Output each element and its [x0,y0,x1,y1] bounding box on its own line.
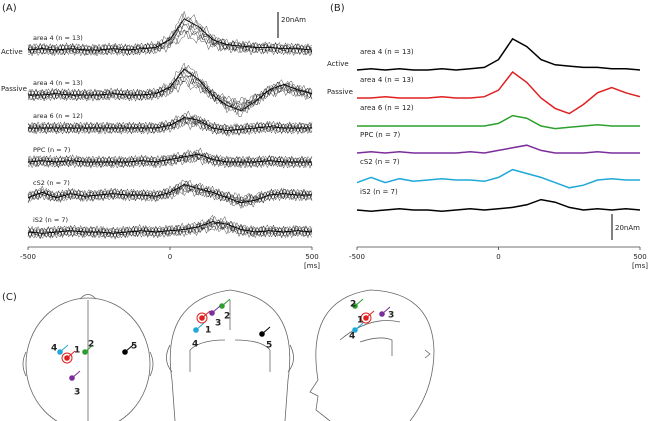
dipole-label: 1 [357,316,363,326]
line [356,168,640,189]
line [356,144,640,154]
dipole [193,327,199,333]
x-tick-label: -500 [20,253,36,261]
trial-trace [27,214,313,239]
dipole [379,311,385,317]
dipole [352,303,358,309]
dipole [199,315,205,321]
x-tick-label: -500 [349,253,365,261]
line [357,114,640,130]
line [356,37,641,71]
dipole [69,375,75,381]
mean-trace [27,18,313,51]
dipole [64,355,70,361]
trace-label: iS2 (n = 7) [360,188,398,196]
dipole-label: 3 [74,388,80,398]
x-unit: [ms] [304,262,320,270]
line [356,198,641,213]
trial-trace [27,219,313,238]
trial-trace [27,13,313,56]
trace-label: area 4 (n = 13) [360,76,414,84]
panel-label: (A) [2,3,17,14]
dipole-ring [360,312,372,324]
mean-trace [28,68,313,112]
trial-trace [27,22,313,57]
dipole-ring [61,352,73,364]
dipole-label: 2 [88,340,94,350]
dipole-label: 4 [349,332,355,342]
x-tick-label: 0 [168,253,172,261]
trace-label: cS2 (n = 7) [33,179,70,187]
dipole-label: 3 [388,311,394,321]
trial-trace [27,152,313,169]
trial-trace [27,179,313,207]
mean-trace [28,117,312,132]
condition-label: Passive [1,85,27,93]
trial-trace [27,74,313,110]
trace-label: cS2 (n = 7) [360,158,400,166]
dipole-label: 1 [74,346,80,356]
condition-label: Active [1,48,23,56]
condition-label: Passive [327,88,353,96]
scale-bar-label: 20nAm [281,16,306,24]
dipole-label: 2 [350,300,356,310]
trial-trace [27,147,313,169]
x-tick-label: 500 [633,253,646,261]
head-side-view [309,289,435,421]
dipole [259,331,265,337]
trace-label: area 4 (n = 13) [33,79,83,87]
dipole [57,349,63,355]
dipole [209,310,215,316]
head-top-view [22,294,154,421]
dipole-label: 1 [205,326,211,336]
mean-trace [27,184,312,204]
trial-trace [27,66,313,116]
panel-label: (B) [330,3,345,14]
line [357,70,641,115]
dipole-label: 3 [215,319,221,329]
trace-label: area 6 (n = 12) [360,104,414,112]
trace-label: area 4 (n = 13) [360,48,414,56]
dipole [352,327,358,333]
mean-trace [27,221,313,234]
scale-bar-label: 20nAm [615,224,640,232]
panel-label: (C) [2,292,17,303]
trace-label: area 6 (n = 12) [33,112,83,120]
dipole-label: 4 [192,340,198,350]
trial-trace [27,215,313,239]
condition-label: Active [327,60,349,68]
dipole [82,349,88,355]
head-back-view [166,289,294,421]
mean-trace [27,153,312,163]
dipole [219,303,225,309]
trace-label: PPC (n = 7) [33,146,70,154]
x-tick-label: 500 [305,253,318,261]
dipole-label: 2 [224,312,230,322]
trace-label: iS2 (n = 7) [33,216,68,224]
dipole-label: 4 [51,344,57,354]
dipole-label: 5 [266,341,272,351]
dipole [363,315,369,321]
dipole-label: 5 [131,342,137,352]
x-tick-label: 0 [496,253,500,261]
x-unit: [ms] [632,262,648,270]
trace-label: area 4 (n = 13) [33,34,83,42]
dipole [122,349,128,355]
trial-trace [27,110,313,137]
trial-trace [27,114,313,138]
dipole-ring [196,312,208,324]
trace-label: PPC (n = 7) [360,131,400,139]
